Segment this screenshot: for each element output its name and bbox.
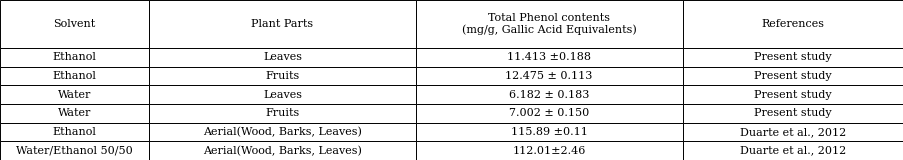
Text: Present study: Present study xyxy=(754,90,831,100)
Bar xyxy=(149,67,415,85)
Bar xyxy=(415,141,682,160)
Bar xyxy=(149,0,415,48)
Text: Fruits: Fruits xyxy=(265,108,299,118)
Bar xyxy=(415,0,682,48)
Text: Ethanol: Ethanol xyxy=(52,52,97,62)
Bar xyxy=(682,67,903,85)
Bar xyxy=(415,67,682,85)
Text: Duarte et al., 2012: Duarte et al., 2012 xyxy=(740,146,845,156)
Text: Present study: Present study xyxy=(754,71,831,81)
Text: Present study: Present study xyxy=(754,108,831,118)
Bar xyxy=(149,141,415,160)
Text: Aerial(Wood, Barks, Leaves): Aerial(Wood, Barks, Leaves) xyxy=(203,127,361,137)
Bar xyxy=(415,48,682,67)
Text: Present study: Present study xyxy=(754,52,831,62)
Text: Total Phenol contents
(mg/g, Gallic Acid Equivalents): Total Phenol contents (mg/g, Gallic Acid… xyxy=(461,13,636,35)
Bar xyxy=(682,104,903,123)
Bar xyxy=(682,0,903,48)
Text: Plant Parts: Plant Parts xyxy=(251,19,313,29)
Bar xyxy=(0,85,149,104)
Text: 115.89 ±0.11: 115.89 ±0.11 xyxy=(510,127,587,137)
Bar xyxy=(682,85,903,104)
Bar xyxy=(149,85,415,104)
Text: 6.182 ± 0.183: 6.182 ± 0.183 xyxy=(508,90,589,100)
Text: 12.475 ± 0.113: 12.475 ± 0.113 xyxy=(505,71,592,81)
Text: Water: Water xyxy=(58,90,91,100)
Text: References: References xyxy=(761,19,824,29)
Text: 112.01±2.46: 112.01±2.46 xyxy=(512,146,585,156)
Text: Ethanol: Ethanol xyxy=(52,127,97,137)
Bar xyxy=(415,85,682,104)
Bar xyxy=(149,48,415,67)
Bar xyxy=(0,104,149,123)
Bar xyxy=(415,104,682,123)
Bar xyxy=(415,123,682,141)
Text: 11.413 ±0.188: 11.413 ±0.188 xyxy=(507,52,591,62)
Text: Leaves: Leaves xyxy=(263,52,302,62)
Text: Duarte et al., 2012: Duarte et al., 2012 xyxy=(740,127,845,137)
Text: Fruits: Fruits xyxy=(265,71,299,81)
Bar xyxy=(0,141,149,160)
Text: Leaves: Leaves xyxy=(263,90,302,100)
Bar xyxy=(0,48,149,67)
Bar xyxy=(149,123,415,141)
Bar xyxy=(0,0,149,48)
Bar xyxy=(682,123,903,141)
Text: Ethanol: Ethanol xyxy=(52,71,97,81)
Text: Solvent: Solvent xyxy=(53,19,96,29)
Text: Water/Ethanol 50/50: Water/Ethanol 50/50 xyxy=(16,146,133,156)
Bar xyxy=(0,123,149,141)
Bar xyxy=(682,48,903,67)
Text: 7.002 ± 0.150: 7.002 ± 0.150 xyxy=(508,108,589,118)
Text: Water: Water xyxy=(58,108,91,118)
Bar xyxy=(0,67,149,85)
Bar xyxy=(149,104,415,123)
Text: Aerial(Wood, Barks, Leaves): Aerial(Wood, Barks, Leaves) xyxy=(203,145,361,156)
Bar xyxy=(682,141,903,160)
